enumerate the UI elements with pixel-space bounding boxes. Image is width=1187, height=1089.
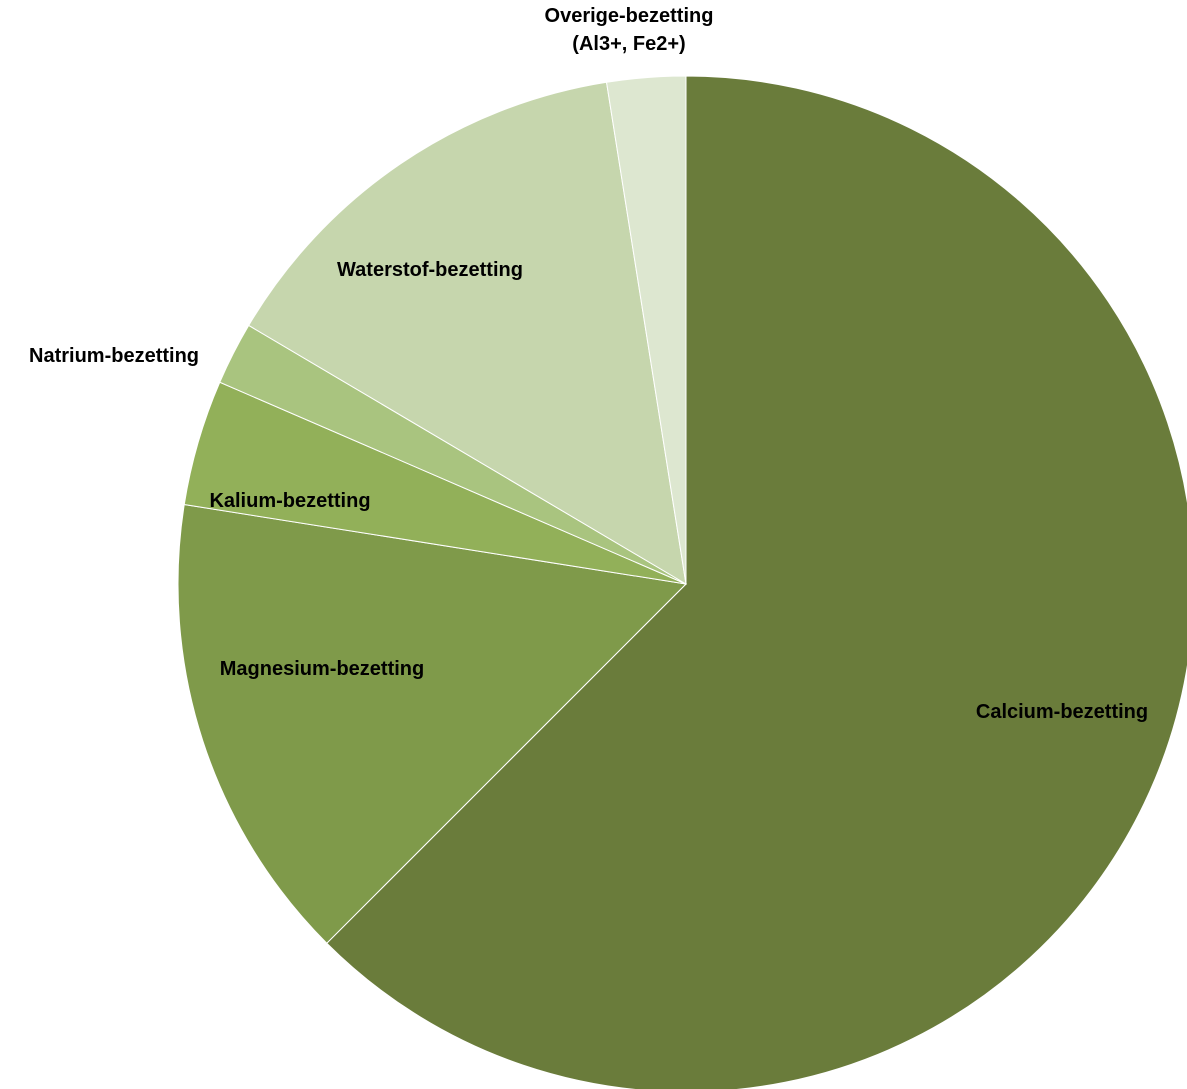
pie-slices bbox=[177, 75, 1187, 1089]
pie-label-calcium-bezetting: Calcium-bezetting bbox=[976, 701, 1148, 723]
pie-label-natrium-bezetting: Natrium-bezetting bbox=[29, 345, 199, 367]
pie-label-magnesium-bezetting: Magnesium-bezetting bbox=[220, 658, 424, 680]
pie-label-overige-bezetting: Overige-bezetting (Al3+, Fe2+) bbox=[545, 5, 714, 55]
pie-slice-calcium-bezetting bbox=[326, 75, 1187, 1089]
pie-label-kalium-bezetting: Kalium-bezetting bbox=[209, 490, 370, 512]
pie-slice-waterstof-bezetting bbox=[248, 81, 687, 585]
pie-slice-magnesium-bezetting bbox=[177, 503, 688, 944]
pie-label-waterstof-bezetting: Waterstof-bezetting bbox=[337, 259, 523, 281]
pie-slice-overige-bezetting bbox=[605, 75, 687, 585]
pie-labels: Calcium-bezetting Magnesium-bezetting Kali… bbox=[29, 5, 1148, 723]
